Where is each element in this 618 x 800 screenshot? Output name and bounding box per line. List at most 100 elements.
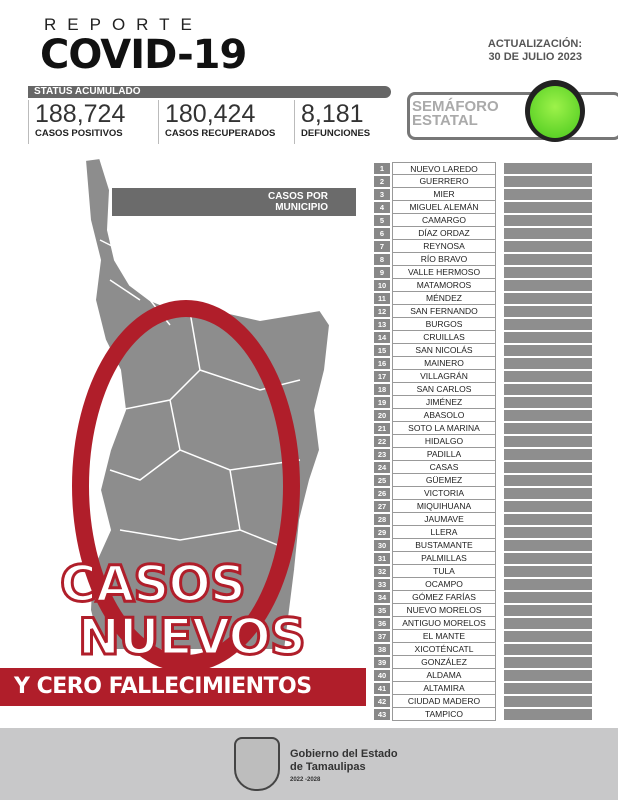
headline-casos: CASOS — [59, 554, 248, 615]
row-number: 35 — [374, 605, 390, 616]
cases-cell — [504, 670, 592, 681]
municipio-name: GONZÁLEZ — [392, 656, 496, 669]
semaforo-line2: ESTATAL — [412, 112, 478, 129]
table-row: 36 ANTIGUO MORELOS — [374, 617, 592, 630]
table-row: 20 ABASOLO — [374, 409, 592, 422]
cases-cell — [504, 358, 592, 369]
municipio-name: JIMÉNEZ — [392, 396, 496, 409]
municipio-name: SOTO LA MARINA — [392, 422, 496, 435]
semaforo-label: SEMÁFORO ESTATAL — [412, 98, 499, 129]
table-row: 16 MAINERO — [374, 357, 592, 370]
map-heading-line1: CASOS POR — [267, 191, 328, 202]
row-number: 13 — [374, 319, 390, 330]
stat-deaths: 8,181 DEFUNCIONES — [294, 100, 370, 144]
cases-cell — [504, 592, 592, 603]
row-number: 5 — [374, 215, 390, 226]
row-number: 14 — [374, 332, 390, 343]
row-number: 28 — [374, 514, 390, 525]
table-row: 32 TULA — [374, 565, 592, 578]
municipio-name: PADILLA — [392, 448, 496, 461]
row-number: 2 — [374, 176, 390, 187]
municipio-name: XICOTÉNCATL — [392, 643, 496, 656]
row-number: 10 — [374, 280, 390, 291]
municipio-name: ANTIGUO MORELOS — [392, 617, 496, 630]
table-row: 18 SAN CARLOS — [374, 383, 592, 396]
row-number: 3 — [374, 189, 390, 200]
cases-cell — [504, 176, 592, 187]
municipio-name: MIQUIHUANA — [392, 500, 496, 513]
municipio-name: VILLAGRÁN — [392, 370, 496, 383]
table-row: 19 JIMÉNEZ — [374, 396, 592, 409]
page-title: COVID-19 — [40, 32, 247, 78]
row-number: 26 — [374, 488, 390, 499]
cases-cell — [504, 241, 592, 252]
cases-cell — [504, 345, 592, 356]
row-number: 21 — [374, 423, 390, 434]
semaforo-line1: SEMÁFORO — [412, 98, 499, 115]
row-number: 20 — [374, 410, 390, 421]
cases-cell — [504, 540, 592, 551]
municipio-name: ALTAMIRA — [392, 682, 496, 695]
row-number: 39 — [374, 657, 390, 668]
municipio-name: RÍO BRAVO — [392, 253, 496, 266]
stat-label: CASOS POSITIVOS — [35, 128, 123, 139]
status-heading: STATUS ACUMULADO — [28, 86, 391, 98]
municipio-name: SAN CARLOS — [392, 383, 496, 396]
cases-cell — [504, 410, 592, 421]
gov-line1: Gobierno del Estado — [290, 748, 398, 760]
municipio-name: TULA — [392, 565, 496, 578]
municipio-name: HIDALGO — [392, 435, 496, 448]
cases-cell — [504, 202, 592, 213]
cases-cell — [504, 293, 592, 304]
table-row: 29 LLERA — [374, 526, 592, 539]
municipio-name: GÓMEZ FARÍAS — [392, 591, 496, 604]
cases-cell — [504, 618, 592, 629]
update-label: ACTUALIZACIÓN: — [487, 38, 582, 50]
row-number: 6 — [374, 228, 390, 239]
table-row: 17 VILLAGRÁN — [374, 370, 592, 383]
table-row: 21 SOTO LA MARINA — [374, 422, 592, 435]
row-number: 8 — [374, 254, 390, 265]
row-number: 11 — [374, 293, 390, 304]
cases-cell — [504, 215, 592, 226]
table-row: 6 DÍAZ ORDAZ — [374, 227, 592, 240]
table-row: 24 CASAS — [374, 461, 592, 474]
state-seal-icon — [234, 737, 280, 791]
row-number: 37 — [374, 631, 390, 642]
report-kicker: REPORTE — [44, 15, 203, 34]
municipio-name: MATAMOROS — [392, 279, 496, 292]
cases-cell — [504, 397, 592, 408]
municipio-name: BUSTAMANTE — [392, 539, 496, 552]
map-heading: CASOS POR MUNICIPIO — [112, 188, 356, 216]
update-info: ACTUALIZACIÓN: 30 DE JULIO 2023 — [470, 38, 582, 64]
table-row: 30 BUSTAMANTE — [374, 539, 592, 552]
stat-recovered: 180,424 CASOS RECUPERADOS — [158, 100, 275, 144]
cases-cell — [504, 683, 592, 694]
cases-cell — [504, 696, 592, 707]
cases-cell — [504, 384, 592, 395]
stat-value: 180,424 — [165, 100, 256, 128]
row-number: 1 — [374, 163, 390, 174]
table-row: 11 MÉNDEZ — [374, 292, 592, 305]
cases-cell — [504, 605, 592, 616]
cases-cell — [504, 527, 592, 538]
cases-cell — [504, 189, 592, 200]
row-number: 4 — [374, 202, 390, 213]
cases-cell — [504, 709, 592, 720]
row-number: 9 — [374, 267, 390, 278]
traffic-light-icon — [525, 80, 585, 142]
municipio-name: GÜEMEZ — [392, 474, 496, 487]
table-row: 33 OCAMPO — [374, 578, 592, 591]
municipio-name: NUEVO MORELOS — [392, 604, 496, 617]
table-row: 4 MIGUEL ALEMÁN — [374, 201, 592, 214]
municipio-name: OCAMPO — [392, 578, 496, 591]
table-row: 28 JAUMAVE — [374, 513, 592, 526]
municipio-name: ABASOLO — [392, 409, 496, 422]
table-row: 5 CAMARGO — [374, 214, 592, 227]
row-number: 24 — [374, 462, 390, 473]
row-number: 31 — [374, 553, 390, 564]
municipio-name: NUEVO LAREDO — [392, 162, 496, 175]
row-number: 42 — [374, 696, 390, 707]
cases-cell — [504, 254, 592, 265]
table-row: 13 BURGOS — [374, 318, 592, 331]
